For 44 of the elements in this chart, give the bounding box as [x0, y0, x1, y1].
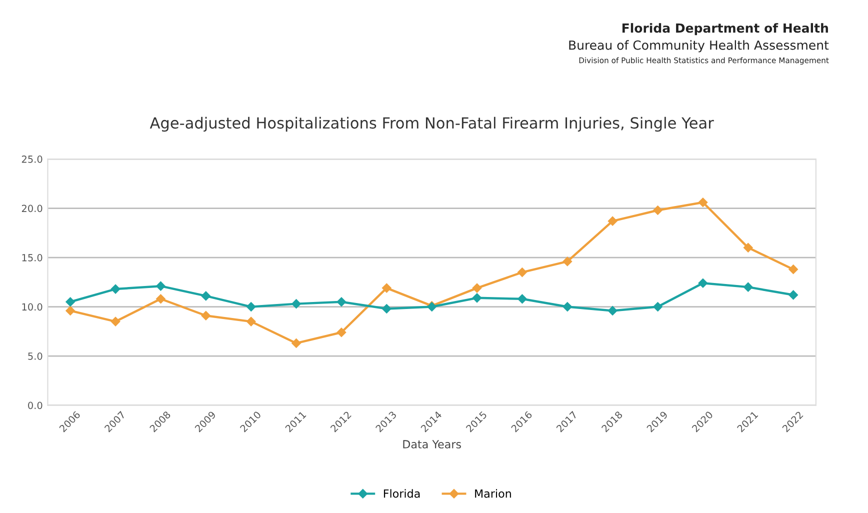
point: [382, 304, 392, 314]
point: [66, 306, 75, 316]
point: [246, 316, 256, 326]
point: [201, 311, 211, 320]
legend-label: Marion: [475, 489, 511, 498]
point: [110, 284, 120, 294]
point: [698, 198, 708, 207]
point: [66, 297, 75, 306]
point: [472, 283, 482, 293]
legend-label: Florida: [384, 489, 420, 498]
point: [110, 316, 120, 326]
point: [292, 299, 301, 308]
point: [382, 283, 392, 293]
point: [562, 302, 572, 312]
point: [608, 306, 618, 316]
point: [336, 297, 346, 306]
y-tick-label: 20.0: [22, 204, 42, 212]
point: [518, 294, 527, 304]
x-axis-title: Data Years: [403, 440, 461, 448]
y-tick-label: 15.0: [22, 254, 42, 262]
point: [246, 302, 256, 312]
chart-title: Age-adjusted Hospitalizations From Non-Fatal Firearm Injuries, Single Year: [150, 116, 714, 132]
text: Florida Department of Health: [622, 23, 828, 36]
point: [744, 243, 753, 252]
point: [336, 328, 346, 338]
point: [156, 294, 166, 304]
point: [788, 264, 798, 274]
y-tick-label: 10.0: [22, 303, 42, 311]
point: [201, 291, 211, 301]
point: [472, 293, 482, 303]
point: [698, 278, 708, 288]
point: [788, 290, 798, 300]
y-tick-label: 0.0: [28, 402, 42, 410]
point: [653, 206, 662, 215]
point: [156, 281, 166, 291]
text: Bureau of Community Health Assessment: [569, 40, 829, 52]
point: [653, 302, 662, 312]
point: [292, 338, 301, 348]
point: [744, 282, 753, 292]
point: [608, 216, 618, 226]
y-tick-label: 25.0: [22, 156, 42, 163]
y-tick-label: 5.0: [28, 352, 42, 360]
point: [518, 268, 527, 277]
point: [562, 256, 572, 266]
